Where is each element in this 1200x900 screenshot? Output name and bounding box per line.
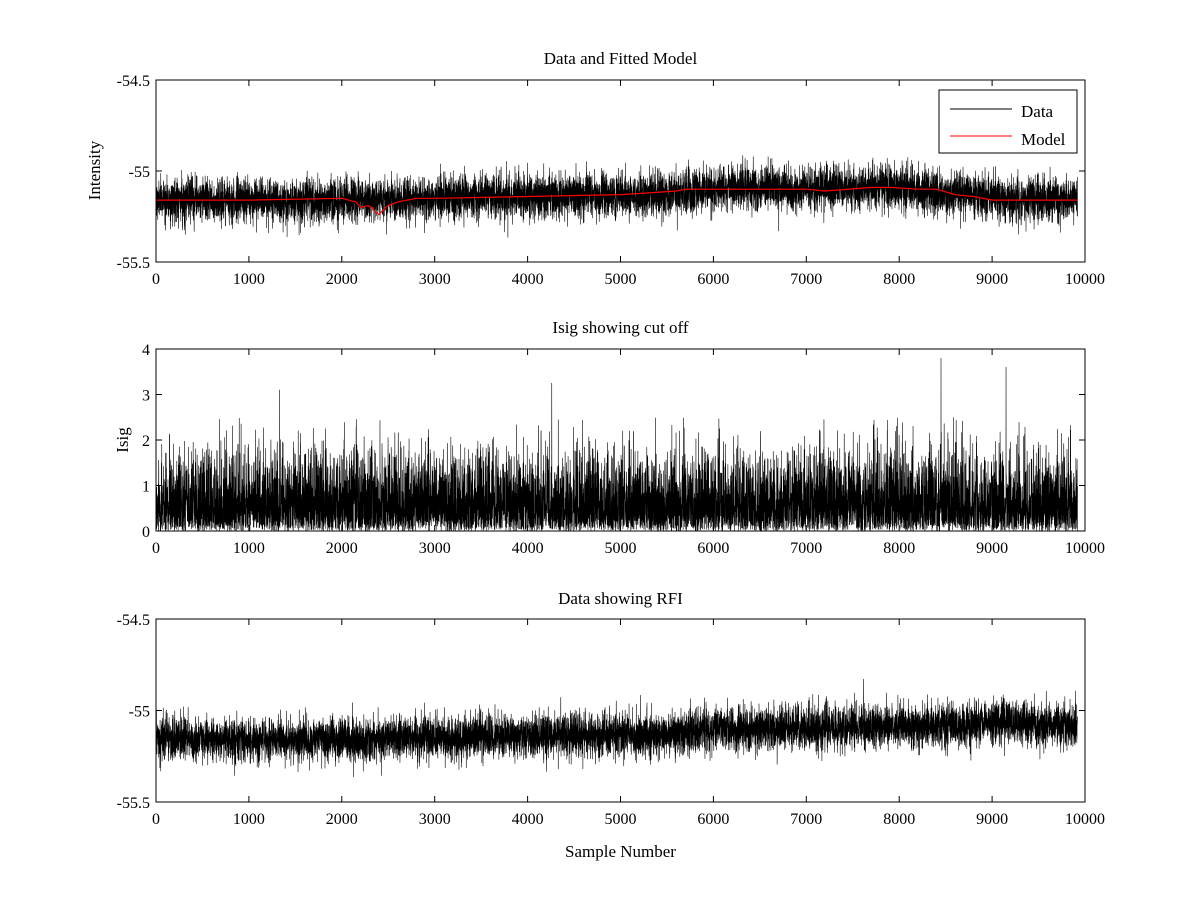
x-tick-label: 2000: [326, 271, 358, 288]
series-line-data: [156, 155, 1078, 238]
x-tick-label: 8000: [883, 271, 915, 288]
y-tick-label: -55: [129, 704, 150, 721]
x-tick-label: 3000: [419, 271, 451, 288]
x-tick-label: 0: [152, 271, 160, 288]
x-tick-label: 9000: [976, 540, 1008, 557]
x-tick-label: 7000: [790, 540, 822, 557]
legend: Data Model: [938, 89, 1078, 154]
plot-area: 0 1000 2000 3000 4000 5000 6000 7000 8000 9000 100…: [142, 342, 1105, 557]
x-tick-label: 5000: [605, 540, 637, 557]
x-tick-label: 2000: [326, 811, 358, 828]
x-tick-label: 7000: [790, 811, 822, 828]
series-group: [156, 678, 1078, 778]
x-tick-label: 10000: [1065, 271, 1105, 288]
x-tick-label: 10000: [1065, 540, 1105, 557]
x-tick-label: 0: [152, 811, 160, 828]
x-tick-label: 4000: [512, 811, 544, 828]
y-axis-label: Intensity: [85, 140, 104, 200]
x-tick-label: 9000: [976, 811, 1008, 828]
plot-area: 0 1000 2000 3000 4000 5000 6000 7000 8000 9000 100…: [117, 73, 1105, 288]
y-tick-label: -55: [129, 164, 150, 181]
series-line-signal: [156, 678, 1078, 778]
x-tick-label: 6000: [697, 271, 729, 288]
chart-title: Data and Fitted Model: [544, 49, 698, 68]
y-tick-label: 2: [142, 433, 150, 450]
x-axis-label: Sample Number: [565, 842, 676, 861]
series-group: [156, 357, 1078, 531]
x-tick-label: 4000: [512, 271, 544, 288]
panel-data-rfi: Data showing RFI Sample Number 0 1000 2000…: [117, 589, 1105, 861]
y-tick-label: -54.5: [117, 73, 150, 90]
x-tick-label: 8000: [883, 540, 915, 557]
panel-data-and-model: Data and Fitted Model Intensity 0 1000 200…: [85, 49, 1105, 288]
y-tick-label: 0: [142, 524, 150, 541]
x-tick-label: 8000: [883, 811, 915, 828]
legend-label-model: Model: [1021, 130, 1066, 149]
series-line-signal: [156, 357, 1078, 531]
series-line-model: [156, 186, 1078, 216]
x-tick-label: 1000: [233, 811, 265, 828]
legend-label-data: Data: [1021, 102, 1054, 121]
x-tick-label: 5000: [605, 811, 637, 828]
series-group: [156, 155, 1078, 238]
x-tick-label: 6000: [697, 811, 729, 828]
x-tick-label: 2000: [326, 540, 358, 557]
x-tick-label: 10000: [1065, 811, 1105, 828]
x-tick-label: 9000: [976, 271, 1008, 288]
x-tick-label: 6000: [697, 540, 729, 557]
y-tick-label: -55.5: [117, 795, 150, 812]
x-tick-label: 1000: [233, 271, 265, 288]
x-tick-label: 1000: [233, 540, 265, 557]
x-tick-label: 3000: [419, 811, 451, 828]
x-tick-label: 7000: [790, 271, 822, 288]
y-tick-label: 1: [142, 479, 150, 496]
legend-box: [938, 89, 1078, 154]
y-tick-label: -55.5: [117, 255, 150, 272]
x-tick-label: 0: [152, 540, 160, 557]
x-tick-label: 3000: [419, 540, 451, 557]
chart-title: Data showing RFI: [558, 589, 683, 608]
panel-isig: Isig showing cut off Isig 0 1000 2000 3000 4…: [113, 318, 1105, 557]
y-tick-label: 3: [142, 388, 150, 405]
x-tick-label: 5000: [605, 271, 637, 288]
y-axis-label: Isig: [113, 427, 132, 453]
y-tick-label: 4: [142, 342, 150, 359]
x-tick-label: 4000: [512, 540, 544, 557]
chart-title: Isig showing cut off: [552, 318, 688, 337]
y-tick-label: -54.5: [117, 612, 150, 629]
plot-area: 0 1000 2000 3000 4000 5000 6000 7000 8000 9000 100…: [117, 612, 1105, 828]
